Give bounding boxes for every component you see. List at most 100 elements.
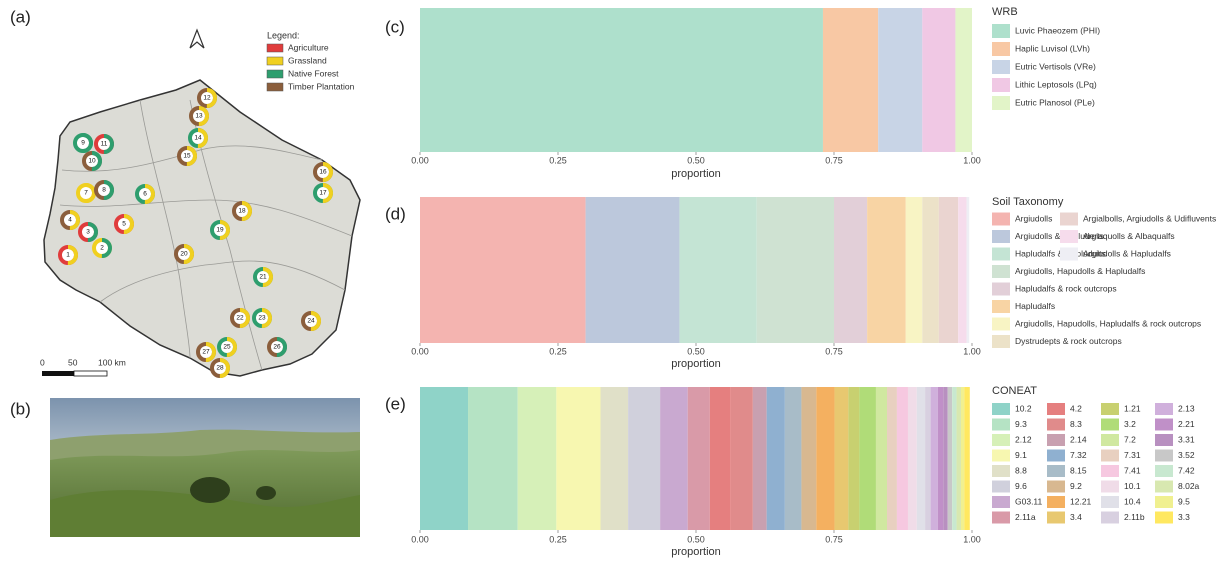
legend-label: Timber Plantation: [288, 81, 355, 91]
legend-swatch: [1060, 248, 1078, 261]
site-label: 15: [183, 153, 191, 160]
bar-segment: [948, 387, 952, 530]
legend-swatch: [992, 419, 1010, 431]
bar-segment: [767, 387, 785, 530]
bar-segment: [601, 387, 629, 530]
legend-label: Argialbolls, Argiudolls & Udifluvents: [1083, 213, 1216, 223]
legend-swatch: [992, 283, 1010, 296]
x-tick-label: 1.00: [963, 155, 981, 165]
x-tick-label: 0.75: [825, 346, 843, 356]
legend-label: 2.11a: [1015, 512, 1036, 522]
x-axis-label: proportion: [671, 168, 721, 180]
site-label: 13: [195, 113, 203, 120]
bar-segment: [679, 197, 756, 343]
figure: (a) 123456789101112131415161718192021222…: [0, 0, 1225, 561]
bar-segment: [943, 387, 947, 530]
legend-label: 7.32: [1070, 450, 1087, 460]
legend-swatch: [992, 481, 1010, 493]
x-axis-label: proportion: [671, 358, 721, 370]
bar-segment: [823, 8, 878, 152]
legend-label: Argiudolls, Hapudolls, Hapludalfs & rock…: [1015, 318, 1201, 328]
legend-label: 7.2: [1124, 434, 1136, 444]
bar-segment: [917, 387, 925, 530]
bar-segment: [753, 387, 767, 530]
legend-label: Hapludalfs & rock outcrops: [1015, 283, 1117, 293]
legend-swatch: [1101, 450, 1119, 462]
legend-swatch: [992, 42, 1010, 56]
legend-label: Haplic Luvisol (LVh): [1015, 43, 1090, 53]
scale-bar: [74, 371, 107, 376]
site-label: 28: [216, 365, 224, 372]
legend-label: Agriculture: [288, 42, 329, 52]
legend-swatch: [267, 83, 283, 91]
legend-swatch: [992, 403, 1010, 415]
legend-swatch: [992, 465, 1010, 477]
legend-label: Argiudolls & Hapludalfs: [1083, 248, 1171, 258]
legend-swatch: [1155, 465, 1173, 477]
bar-segment: [878, 8, 922, 152]
legend-swatch: [992, 335, 1010, 348]
legend-label: 7.41: [1124, 465, 1141, 475]
legend-label: 2.13: [1178, 403, 1195, 413]
legend-label: Argiudolls: [1015, 213, 1052, 223]
legend-label: 7.42: [1178, 465, 1195, 475]
legend-swatch: [1155, 512, 1173, 524]
bar-segment: [925, 387, 931, 530]
legend-label: 3.4: [1070, 512, 1082, 522]
legend-title: Soil Taxonomy: [992, 196, 1064, 208]
bar-segment: [922, 197, 939, 343]
legend-label: 4.2: [1070, 403, 1082, 413]
site-label: 11: [101, 141, 108, 148]
legend-swatch: [1101, 465, 1119, 477]
legend-swatch: [1101, 481, 1119, 493]
legend-label: 9.5: [1178, 496, 1190, 506]
panel-label: (c): [385, 17, 405, 36]
bar-segment: [966, 197, 969, 343]
legend-label: 8.3: [1070, 419, 1082, 429]
site-label: 17: [319, 190, 327, 197]
legend-swatch: [267, 44, 283, 52]
legend-swatch: [1155, 434, 1173, 446]
bar-segment: [816, 387, 834, 530]
bar-segment: [955, 8, 972, 152]
legend-label: 9.3: [1015, 419, 1027, 429]
legend-swatch: [1155, 481, 1173, 493]
bar-segment: [628, 387, 660, 530]
legend-title: WRB: [992, 6, 1018, 18]
bar-segment: [518, 387, 557, 530]
bar-segment: [801, 387, 816, 530]
site-label: 23: [258, 315, 266, 322]
legend-label: Argiaquolls & Albaqualfs: [1083, 231, 1175, 241]
site-label: 19: [216, 227, 224, 234]
site-label: 3: [86, 229, 90, 236]
bar-segment: [556, 387, 600, 530]
photo: [50, 398, 360, 537]
x-tick-label: 1.00: [963, 346, 981, 356]
bar-segment: [958, 197, 966, 343]
legend-swatch: [1047, 434, 1065, 446]
bar-segment: [660, 387, 688, 530]
bar-segment: [897, 387, 908, 530]
legend-label: 10.2: [1015, 403, 1032, 413]
site-label: 20: [180, 251, 188, 258]
scale-label: 100 km: [98, 357, 126, 367]
legend-swatch: [992, 248, 1010, 261]
legend-swatch: [992, 434, 1010, 446]
legend-label: Eutric Vertisols (VRe): [1015, 61, 1096, 71]
legend-label: 9.2: [1070, 481, 1082, 491]
bar-segment: [938, 387, 944, 530]
site-label: 9: [81, 140, 85, 147]
legend-swatch: [1101, 419, 1119, 431]
legend-swatch: [1101, 403, 1119, 415]
site-label: 10: [88, 158, 96, 165]
bar-segment: [420, 8, 823, 152]
site-label: 16: [319, 169, 327, 176]
panel-label: (b): [10, 399, 31, 418]
bar-segment: [731, 387, 753, 530]
bar-segment: [876, 387, 887, 530]
legend-swatch: [1155, 419, 1173, 431]
panel-label: (a): [10, 7, 31, 26]
legend-swatch: [992, 300, 1010, 313]
legend-label: Eutric Planosol (PLe): [1015, 97, 1095, 107]
legend-label: 2.21: [1178, 419, 1195, 429]
